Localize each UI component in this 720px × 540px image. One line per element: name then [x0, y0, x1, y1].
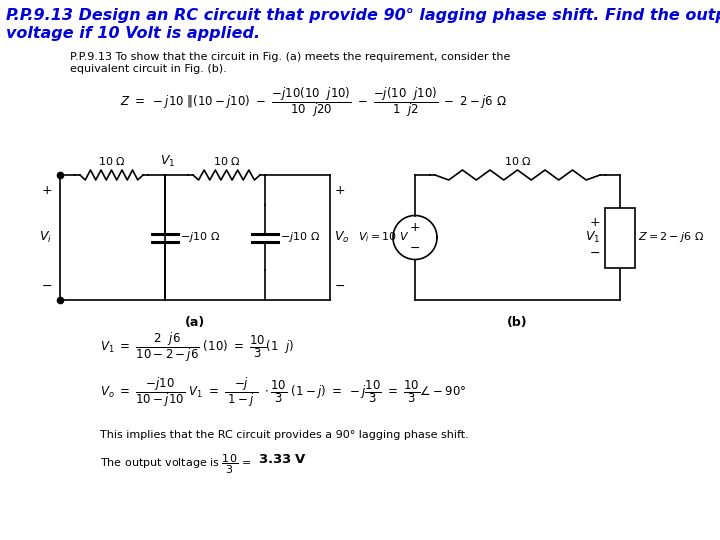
- Text: (a): (a): [185, 316, 205, 329]
- Text: $-$: $-$: [334, 279, 345, 292]
- Text: $10\ \Omega$: $10\ \Omega$: [98, 155, 125, 167]
- Text: $-$: $-$: [41, 279, 52, 292]
- Text: $+$: $+$: [589, 216, 600, 229]
- Text: $-j10\ \Omega$: $-j10\ \Omega$: [180, 231, 220, 245]
- Text: $V_1$: $V_1$: [161, 153, 176, 168]
- Text: $V_o$: $V_o$: [334, 230, 349, 245]
- Text: $V_1$: $V_1$: [585, 230, 600, 245]
- Text: equivalent circuit in Fig. (b).: equivalent circuit in Fig. (b).: [70, 64, 227, 74]
- Text: P.P.9.13 To show that the circuit in Fig. (a) meets the requirement, consider th: P.P.9.13 To show that the circuit in Fig…: [70, 52, 510, 62]
- Text: $-$: $-$: [589, 246, 600, 259]
- Text: $V_1\ =\ \dfrac{2\ \ j6}{10-2-j6}\ (10)\ =\ \dfrac{10}{3}(1\ \ j)$: $V_1\ =\ \dfrac{2\ \ j6}{10-2-j6}\ (10)\…: [100, 330, 294, 363]
- Text: This implies that the RC circuit provides a 90° lagging phase shift.: This implies that the RC circuit provide…: [100, 430, 469, 440]
- Text: $-j10\ \Omega$: $-j10\ \Omega$: [280, 231, 320, 245]
- Text: $+$: $+$: [334, 184, 346, 197]
- Text: $-$: $-$: [410, 241, 420, 254]
- Text: $Z = 2-j6\ \Omega$: $Z = 2-j6\ \Omega$: [638, 231, 704, 245]
- Text: $\mathbf{3.33\ V}$: $\mathbf{3.33\ V}$: [258, 453, 307, 466]
- Text: P.P.9.13 Design an RC circuit that provide 90° lagging phase shift. Find the out: P.P.9.13 Design an RC circuit that provi…: [6, 8, 720, 23]
- Text: The output voltage is $\dfrac{10}{3}$ =: The output voltage is $\dfrac{10}{3}$ =: [100, 453, 251, 476]
- Text: $10\ \Omega$: $10\ \Omega$: [212, 155, 240, 167]
- Text: voltage if 10 Volt is applied.: voltage if 10 Volt is applied.: [6, 26, 260, 41]
- Text: $V_o\ =\ \dfrac{-j10}{10-j10}\ V_1\ =\ \dfrac{-j}{\ 1-j\ }\ \cdot\dfrac{10}{3}\ : $V_o\ =\ \dfrac{-j10}{10-j10}\ V_1\ =\ \…: [100, 375, 467, 409]
- Text: $V_i$: $V_i$: [39, 230, 52, 245]
- Bar: [605, 207, 635, 267]
- Text: $+$: $+$: [410, 221, 420, 234]
- Text: $10\ \Omega$: $10\ \Omega$: [503, 155, 531, 167]
- Text: $Z\ =\ -j10\ \|(10-j10)\ -\ \dfrac{-j10(10\ \ j10)}{10\ \ j20}\ -\ \dfrac{-j(10\: $Z\ =\ -j10\ \|(10-j10)\ -\ \dfrac{-j10(…: [120, 85, 507, 119]
- Text: (b): (b): [507, 316, 528, 329]
- Text: $+$: $+$: [41, 184, 52, 197]
- Text: $V_i = 10\ V$: $V_i = 10\ V$: [359, 231, 410, 245]
